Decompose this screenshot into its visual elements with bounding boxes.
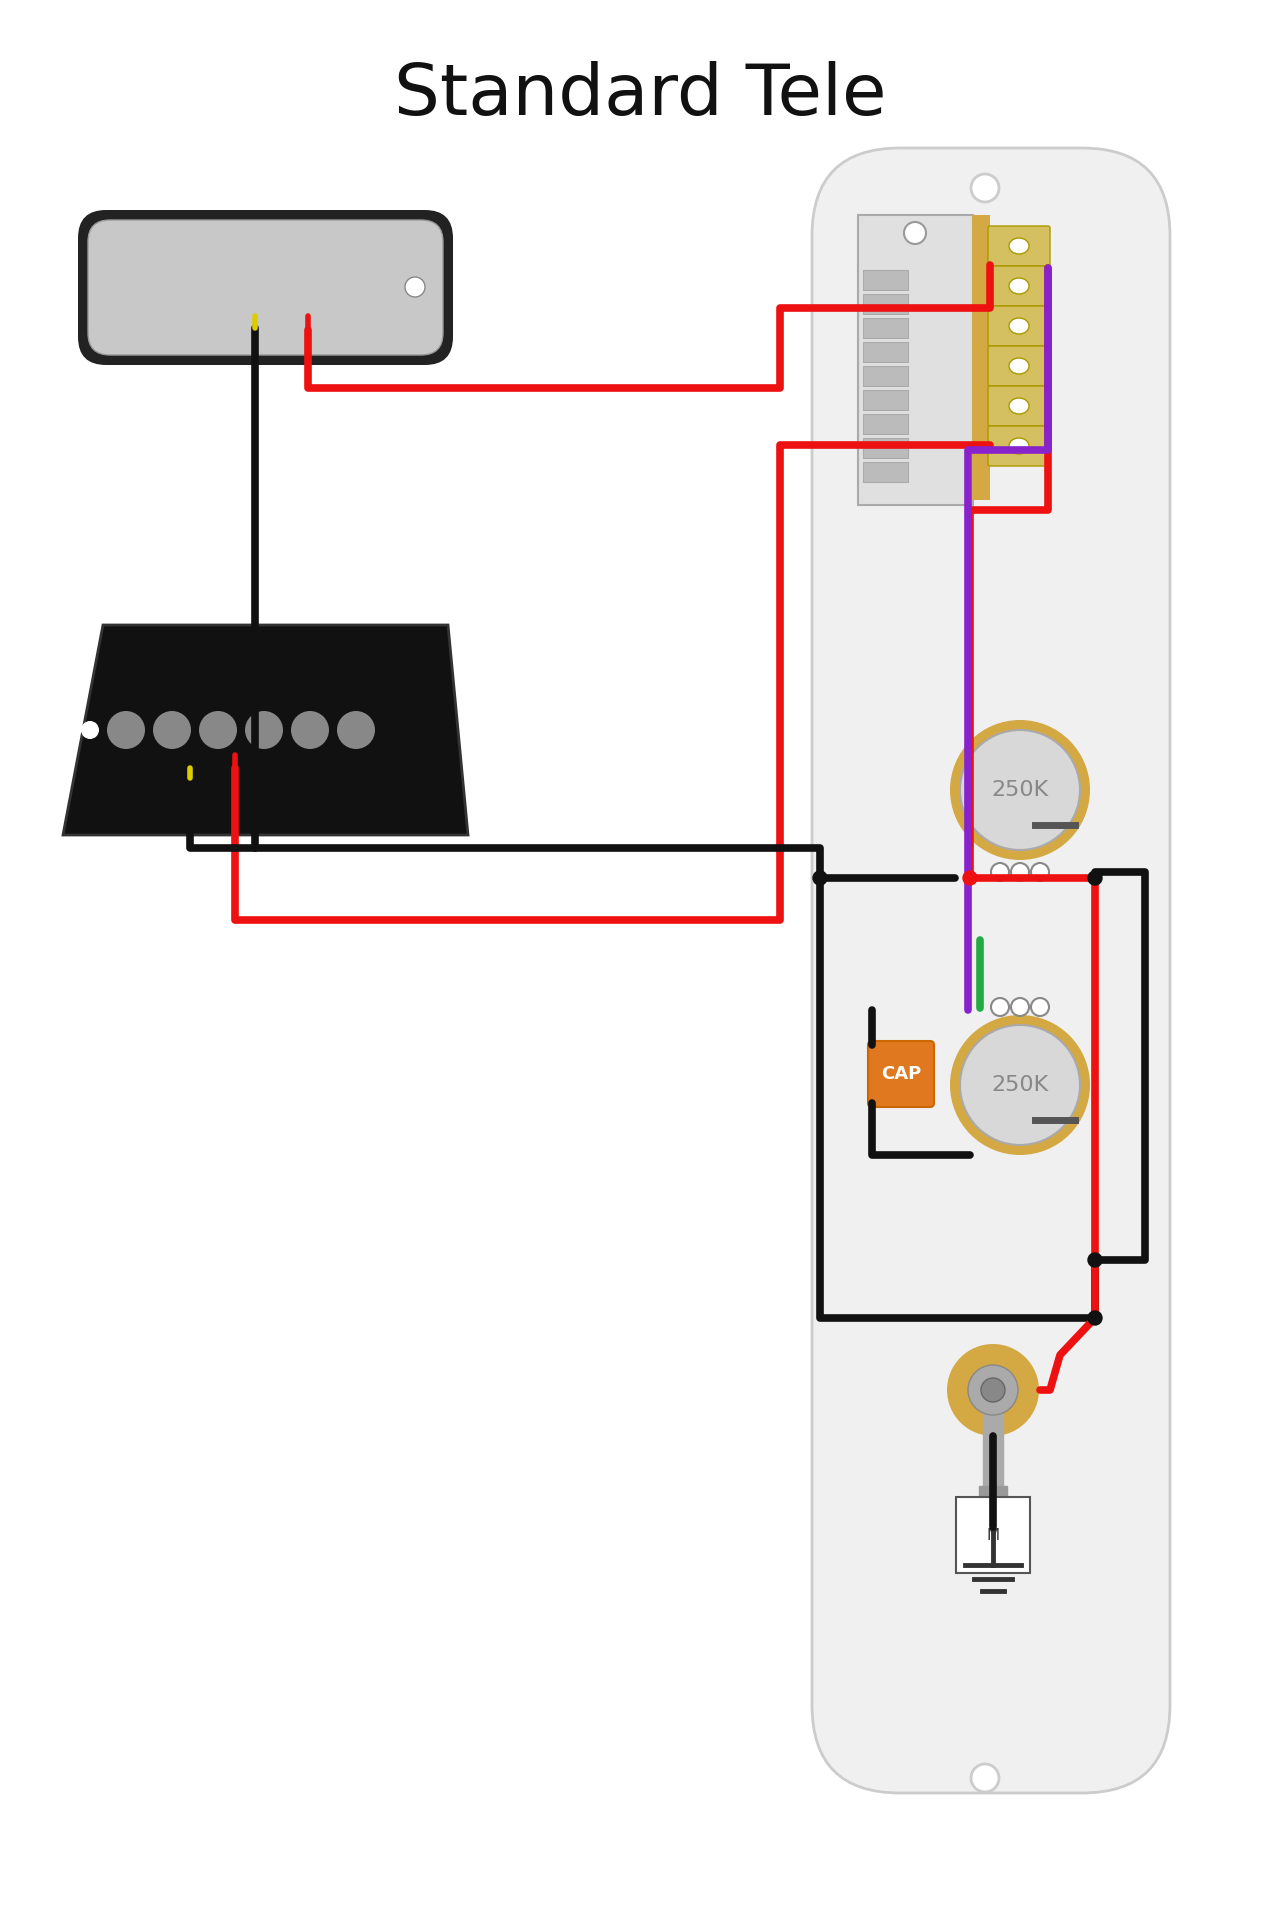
FancyBboxPatch shape xyxy=(988,346,1050,386)
FancyBboxPatch shape xyxy=(988,426,1050,467)
Circle shape xyxy=(337,710,375,749)
FancyBboxPatch shape xyxy=(988,267,1050,305)
Text: Standard Tele: Standard Tele xyxy=(393,61,886,129)
Bar xyxy=(863,294,908,315)
Circle shape xyxy=(959,730,1080,851)
Bar xyxy=(863,319,908,338)
Circle shape xyxy=(951,720,1090,860)
Circle shape xyxy=(991,998,1009,1016)
Circle shape xyxy=(1031,862,1049,881)
Text: M: M xyxy=(986,1528,999,1542)
Bar xyxy=(858,215,974,505)
Text: CAP: CAP xyxy=(881,1066,921,1083)
Ellipse shape xyxy=(1009,319,1029,334)
Bar xyxy=(863,271,908,290)
Circle shape xyxy=(1011,998,1029,1016)
Circle shape xyxy=(971,175,999,202)
Circle shape xyxy=(1031,998,1049,1016)
Bar xyxy=(863,367,908,386)
Ellipse shape xyxy=(1009,397,1029,415)
Bar xyxy=(863,438,908,459)
Circle shape xyxy=(291,710,329,749)
Circle shape xyxy=(813,872,828,885)
Circle shape xyxy=(968,1365,1018,1415)
Circle shape xyxy=(1011,862,1029,881)
Circle shape xyxy=(991,862,1009,881)
FancyBboxPatch shape xyxy=(988,305,1050,346)
Circle shape xyxy=(81,722,99,739)
Bar xyxy=(983,1400,1003,1490)
Circle shape xyxy=(1088,1311,1102,1325)
Polygon shape xyxy=(63,626,468,835)
Ellipse shape xyxy=(1009,238,1029,253)
Circle shape xyxy=(951,1016,1090,1156)
Circle shape xyxy=(947,1344,1039,1436)
Bar xyxy=(863,390,908,411)
Bar xyxy=(863,415,908,434)
Bar xyxy=(863,342,908,363)
Ellipse shape xyxy=(1009,357,1029,374)
Circle shape xyxy=(1088,872,1102,885)
FancyBboxPatch shape xyxy=(812,148,1170,1793)
FancyBboxPatch shape xyxy=(88,221,443,355)
FancyBboxPatch shape xyxy=(78,209,453,365)
Bar xyxy=(979,1486,1007,1507)
Circle shape xyxy=(152,710,191,749)
Bar xyxy=(863,463,908,482)
Circle shape xyxy=(971,1764,999,1791)
Circle shape xyxy=(405,276,425,298)
FancyBboxPatch shape xyxy=(988,386,1050,426)
Circle shape xyxy=(963,872,977,885)
Text: 250K: 250K xyxy=(991,780,1049,801)
FancyBboxPatch shape xyxy=(869,1041,934,1108)
FancyBboxPatch shape xyxy=(988,227,1050,267)
Ellipse shape xyxy=(1009,438,1029,453)
Ellipse shape xyxy=(1009,278,1029,294)
Circle shape xyxy=(199,710,237,749)
Circle shape xyxy=(981,1379,1006,1402)
Circle shape xyxy=(904,223,926,244)
Circle shape xyxy=(245,710,283,749)
Bar xyxy=(972,215,990,499)
Circle shape xyxy=(959,1025,1080,1144)
Circle shape xyxy=(1088,1254,1102,1267)
Circle shape xyxy=(108,710,145,749)
Text: 250K: 250K xyxy=(991,1075,1049,1094)
